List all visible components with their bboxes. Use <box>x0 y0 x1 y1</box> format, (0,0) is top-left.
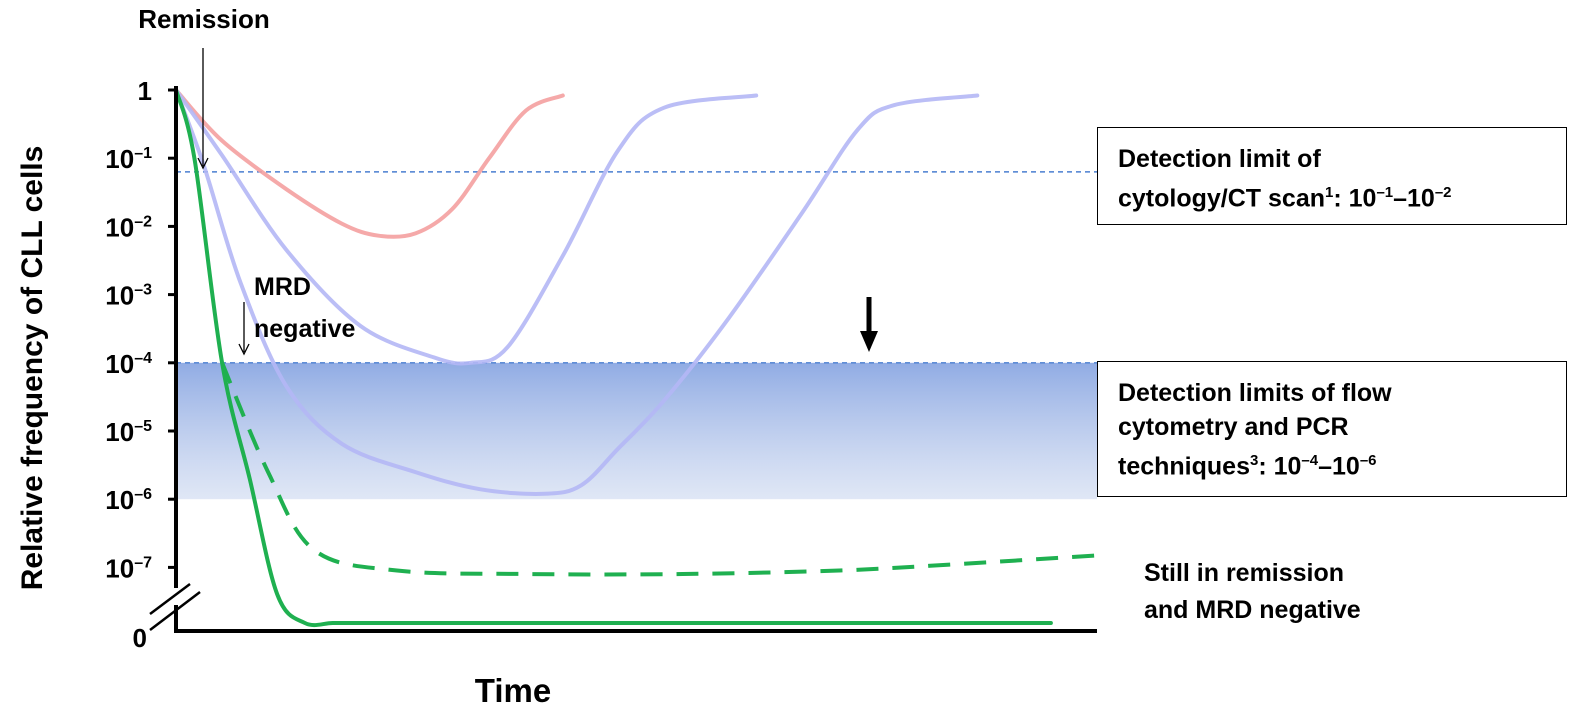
cytology-exp-a: –1 <box>1376 184 1394 201</box>
remission-label: Remission <box>138 4 270 34</box>
mrd-arrow-head <box>238 343 250 356</box>
flow-line1: Detection limits of flow <box>1118 379 1392 407</box>
y-tick-label-7: 10–6 <box>105 485 152 515</box>
cytology-footnote-ref: 1 <box>1325 184 1334 201</box>
flow-line3: techniques3: 10–4–10–6 <box>1118 444 1550 483</box>
series-line-1 <box>174 88 565 239</box>
axis-break-mark-2 <box>149 591 201 631</box>
y-tick-label-6: 10–5 <box>105 417 152 447</box>
flow-footnote-ref: 3 <box>1249 452 1259 469</box>
series-line-3 <box>174 88 980 496</box>
cytology-limit-box: Detection limit of cytology/CT scan1: 10… <box>1097 127 1567 225</box>
cytology-exp-b: –2 <box>1434 184 1452 201</box>
series-line-2 <box>174 88 759 366</box>
flow-line3-text: techniques <box>1118 452 1250 481</box>
series-line-4 <box>220 362 1098 577</box>
flow-exp-b: –6 <box>1359 452 1377 469</box>
y-tick-label-8: 10–7 <box>105 553 152 583</box>
still-line2: and MRD negative <box>1144 596 1361 624</box>
flow-exp-a: –4 <box>1301 452 1319 469</box>
mrd-label-line2: negative <box>254 315 356 343</box>
y-tick-label-2: 10–1 <box>105 144 152 174</box>
still-line1: Still in remission <box>1144 559 1345 587</box>
series-line-5 <box>174 88 1053 628</box>
cytology-range-a: : 10 <box>1333 184 1377 213</box>
flow-limit-box: Detection limits of flow cytometry and P… <box>1097 361 1567 497</box>
mrd-label-line1: MRD <box>254 273 311 301</box>
flow-range-b: –10 <box>1318 452 1360 481</box>
cytology-line2: cytology/CT scan1: 10–1–10–2 <box>1118 176 1550 215</box>
still-in-remission-note: Still in remission and MRD negative <box>1144 555 1361 629</box>
flow-line2: cytometry and PCR <box>1118 413 1349 441</box>
y-tick-label-5: 10–4 <box>105 349 152 379</box>
y-tick-label-1: 1 <box>138 76 152 106</box>
y-axis-label: Relative frequency of CLL cells <box>16 146 49 591</box>
thick-down-arrow-head <box>860 331 878 352</box>
flow-range-a: : 10 <box>1258 452 1302 481</box>
y-tick-label-9: 0 <box>133 623 147 653</box>
cytology-line2-text: cytology/CT scan <box>1118 184 1325 213</box>
x-axis-label: Time <box>475 672 551 707</box>
axis-break-mark-1 <box>149 583 191 615</box>
remission-arrow-head <box>197 157 209 170</box>
cytology-range-b: –10 <box>1393 184 1435 213</box>
cytology-line1: Detection limit of <box>1118 145 1321 173</box>
y-tick-label-3: 10–2 <box>105 212 152 242</box>
y-tick-label-4: 10–3 <box>105 281 152 311</box>
